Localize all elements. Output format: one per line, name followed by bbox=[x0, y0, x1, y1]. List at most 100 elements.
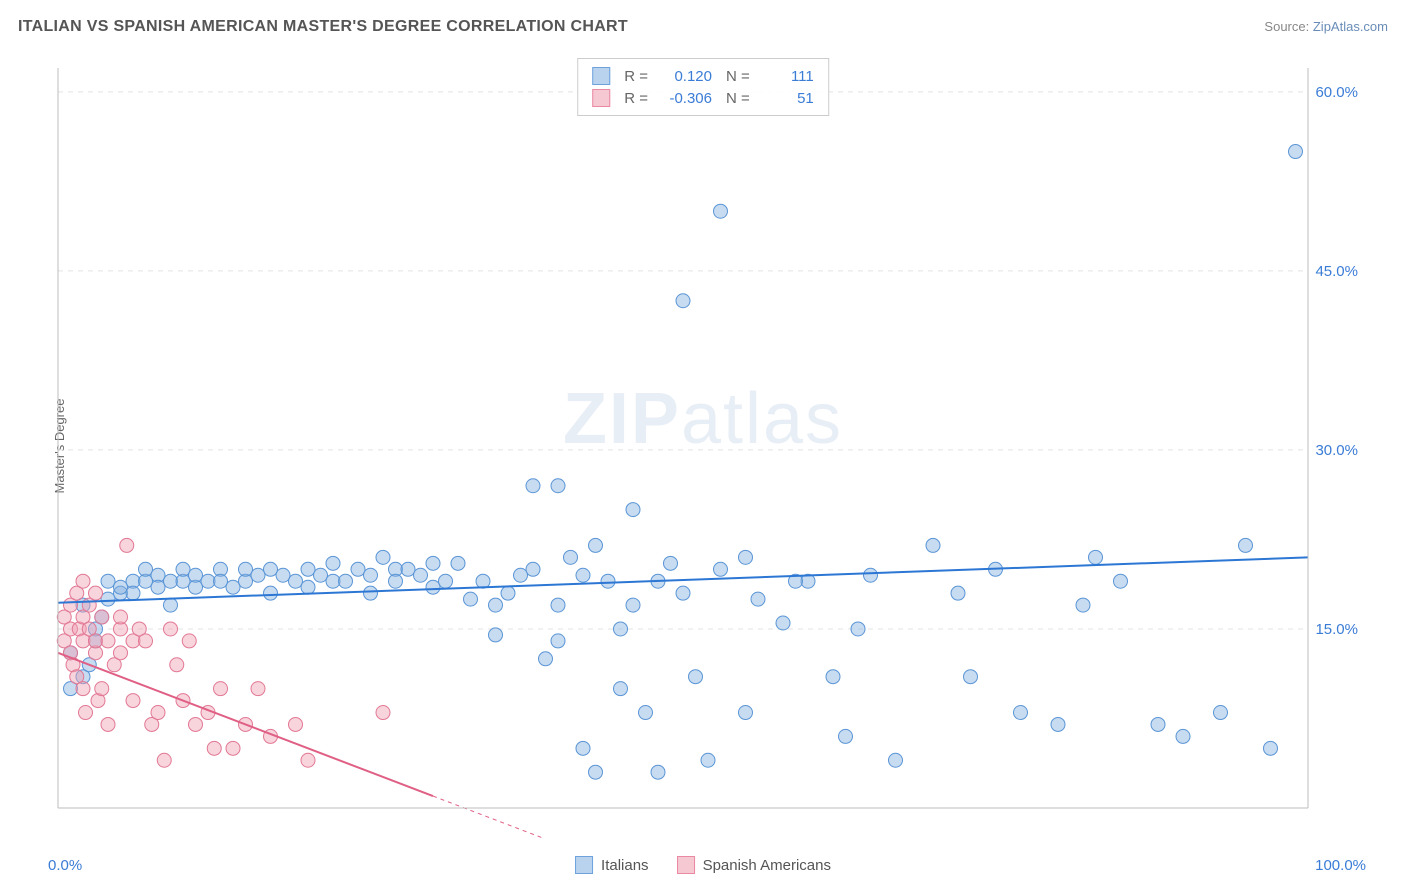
data-point bbox=[564, 550, 578, 564]
data-point bbox=[676, 586, 690, 600]
data-point bbox=[701, 753, 715, 767]
data-point bbox=[95, 682, 109, 696]
data-point bbox=[207, 741, 221, 755]
data-point bbox=[101, 634, 115, 648]
data-point bbox=[426, 556, 440, 570]
y-tick-label: 30.0% bbox=[1315, 442, 1358, 459]
data-point bbox=[164, 598, 178, 612]
data-point bbox=[751, 592, 765, 606]
y-tick-label: 45.0% bbox=[1315, 263, 1358, 280]
data-point bbox=[1151, 717, 1165, 731]
data-point bbox=[576, 741, 590, 755]
data-point bbox=[114, 646, 128, 660]
data-point bbox=[1051, 717, 1065, 731]
data-point bbox=[170, 658, 184, 672]
data-point bbox=[301, 580, 315, 594]
data-point bbox=[376, 550, 390, 564]
data-point bbox=[839, 729, 853, 743]
data-point bbox=[639, 706, 653, 720]
data-point bbox=[157, 753, 171, 767]
data-point bbox=[401, 562, 415, 576]
source-link[interactable]: ZipAtlas.com bbox=[1313, 19, 1388, 34]
legend-swatch bbox=[592, 89, 610, 107]
data-point bbox=[189, 568, 203, 582]
data-point bbox=[276, 568, 290, 582]
data-point bbox=[1264, 741, 1278, 755]
data-point bbox=[1214, 706, 1228, 720]
data-point bbox=[514, 568, 528, 582]
data-point bbox=[1076, 598, 1090, 612]
data-point bbox=[389, 574, 403, 588]
legend-swatch bbox=[575, 856, 593, 874]
data-point bbox=[120, 538, 134, 552]
data-point bbox=[139, 634, 153, 648]
data-point bbox=[826, 670, 840, 684]
data-point bbox=[101, 717, 115, 731]
y-tick-label: 60.0% bbox=[1315, 84, 1358, 101]
legend-stat-row: R =0.120N =111 bbox=[592, 65, 814, 87]
data-point bbox=[76, 682, 90, 696]
legend-swatch bbox=[677, 856, 695, 874]
data-point bbox=[364, 586, 378, 600]
data-point bbox=[489, 598, 503, 612]
data-point bbox=[889, 753, 903, 767]
data-point bbox=[79, 706, 93, 720]
r-label: R = bbox=[624, 68, 648, 85]
data-point bbox=[101, 574, 115, 588]
data-point bbox=[326, 556, 340, 570]
data-point bbox=[526, 562, 540, 576]
legend-series: Italians Spanish Americans bbox=[575, 856, 831, 874]
data-point bbox=[139, 562, 153, 576]
data-point bbox=[864, 568, 878, 582]
data-point bbox=[626, 598, 640, 612]
n-label: N = bbox=[726, 68, 750, 85]
data-point bbox=[951, 586, 965, 600]
r-value: -0.306 bbox=[662, 90, 712, 107]
data-point bbox=[251, 682, 265, 696]
source-attribution: Source: ZipAtlas.com bbox=[1264, 19, 1388, 34]
data-point bbox=[1014, 706, 1028, 720]
data-point bbox=[664, 556, 678, 570]
data-point bbox=[314, 568, 328, 582]
data-point bbox=[289, 717, 303, 731]
page-title: ITALIAN VS SPANISH AMERICAN MASTER'S DEG… bbox=[18, 18, 628, 36]
data-point bbox=[364, 568, 378, 582]
data-point bbox=[339, 574, 353, 588]
data-point bbox=[689, 670, 703, 684]
r-value: 0.120 bbox=[662, 68, 712, 85]
data-point bbox=[539, 652, 553, 666]
n-value: 51 bbox=[764, 90, 814, 107]
data-point bbox=[182, 634, 196, 648]
data-point bbox=[676, 294, 690, 308]
data-point bbox=[151, 706, 165, 720]
legend-item: Spanish Americans bbox=[677, 856, 831, 874]
data-point bbox=[776, 616, 790, 630]
source-label: Source: bbox=[1264, 19, 1309, 34]
data-point bbox=[76, 574, 90, 588]
data-point bbox=[126, 694, 140, 708]
legend-swatch bbox=[592, 67, 610, 85]
data-point bbox=[926, 538, 940, 552]
data-point bbox=[526, 479, 540, 493]
data-point bbox=[95, 610, 109, 624]
data-point bbox=[851, 622, 865, 636]
x-axis-max-label: 100.0% bbox=[1315, 857, 1366, 874]
data-point bbox=[114, 580, 128, 594]
data-point bbox=[589, 538, 603, 552]
data-point bbox=[214, 574, 228, 588]
r-label: R = bbox=[624, 90, 648, 107]
data-point bbox=[501, 586, 515, 600]
data-point bbox=[126, 586, 140, 600]
data-point bbox=[289, 574, 303, 588]
data-point bbox=[114, 610, 128, 624]
data-point bbox=[164, 574, 178, 588]
data-point bbox=[739, 550, 753, 564]
legend-item: Italians bbox=[575, 856, 649, 874]
data-point bbox=[1176, 729, 1190, 743]
data-point bbox=[451, 556, 465, 570]
data-point bbox=[551, 634, 565, 648]
data-point bbox=[576, 568, 590, 582]
data-point bbox=[201, 574, 215, 588]
data-point bbox=[189, 717, 203, 731]
data-point bbox=[439, 574, 453, 588]
